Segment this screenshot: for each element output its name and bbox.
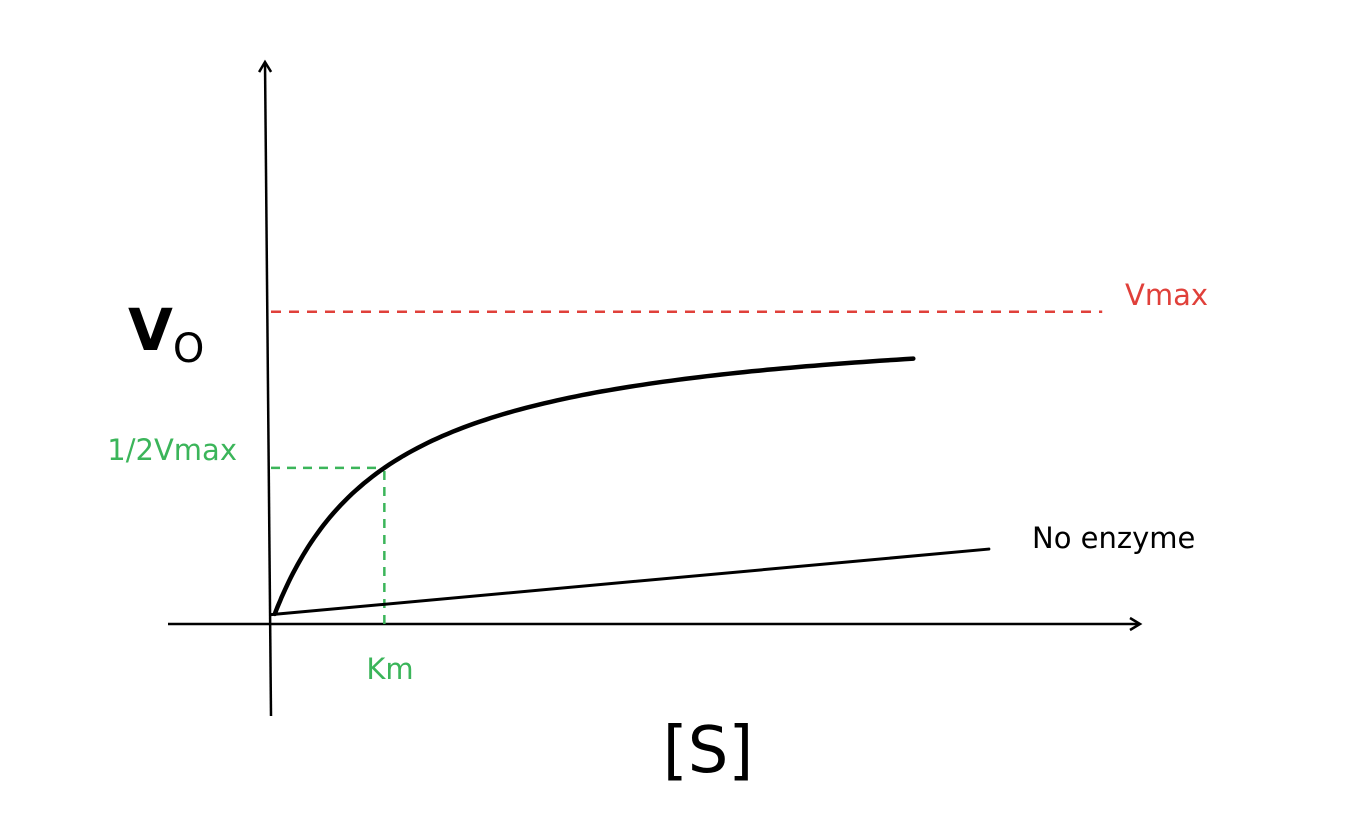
x-axis-label: [S] [663,714,754,788]
km-label: Km [366,652,413,686]
y-axis-label-subscript: O [173,326,204,372]
y-axis [258,59,273,717]
vmax-label: Vmax [1125,278,1208,312]
y-axis-label: VO [128,296,204,372]
half-vmax-label: 1/2Vmax [107,433,237,467]
y-axis-label-main: V [128,296,173,364]
no-enzyme-label: No enzyme [1032,521,1195,555]
no-enzyme-line [269,547,991,617]
enzyme-curve [272,356,916,617]
